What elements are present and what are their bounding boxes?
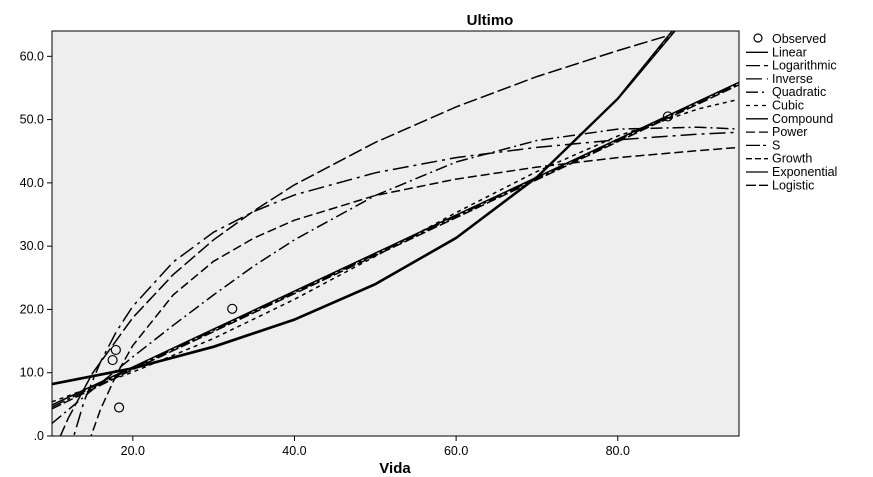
observed-point <box>227 303 238 314</box>
series-logarithmic-line <box>59 35 667 436</box>
legend-label: Inverse <box>772 72 813 86</box>
observed-point <box>110 344 121 356</box>
legend-label: Cubic <box>772 99 804 113</box>
y-tick-label: .0 <box>34 429 44 443</box>
chart-title: Ultimo <box>467 12 514 29</box>
y-axis: .0 10.0 20.0 30.0 40.0 50.0 60.0 <box>20 49 52 443</box>
legend-label: Power <box>772 125 807 139</box>
legend-label: Growth <box>772 152 812 166</box>
observed-point <box>107 354 118 366</box>
legend-label: Observed <box>772 32 826 46</box>
plot-area <box>51 30 740 437</box>
x-axis-title: Vida <box>379 460 411 477</box>
series-cubic-line <box>52 98 739 403</box>
series-logistic-line <box>52 84 739 410</box>
legend-label: Logarithmic <box>772 59 837 73</box>
series-quadratic-line <box>52 126 739 424</box>
y-tick-label: 20.0 <box>20 302 44 316</box>
observed-point <box>113 402 125 413</box>
series-power-line <box>90 146 739 436</box>
legend: ObservedLinearLogarithmicInverseQuadrati… <box>746 32 837 192</box>
legend-label: Compound <box>772 112 833 126</box>
legend-label: Exponential <box>772 165 837 179</box>
x-tick-label: 80.0 <box>606 444 630 458</box>
y-tick-label: 40.0 <box>20 176 44 190</box>
series-inverse-line <box>73 131 739 436</box>
x-tick-label: 40.0 <box>282 444 306 458</box>
legend-label: S <box>772 138 780 152</box>
x-axis: 20.0 40.0 60.0 80.0 <box>121 436 630 458</box>
legend-label: Quadratic <box>772 85 826 99</box>
series-s-line <box>52 82 739 408</box>
y-tick-label: 50.0 <box>20 113 44 127</box>
x-tick-label: 20.0 <box>121 444 145 458</box>
x-tick-label: 60.0 <box>444 444 468 458</box>
series-layer <box>52 31 739 436</box>
observed-points <box>107 111 673 413</box>
legend-label: Logistic <box>772 178 814 192</box>
legend-observed-marker <box>753 33 763 43</box>
y-tick-label: 60.0 <box>20 49 44 63</box>
legend-label: Linear <box>772 45 807 59</box>
y-tick-label: 10.0 <box>20 366 44 380</box>
series-exponential-line <box>52 31 676 386</box>
observed-point <box>662 111 673 122</box>
y-tick-label: 30.0 <box>20 239 44 253</box>
